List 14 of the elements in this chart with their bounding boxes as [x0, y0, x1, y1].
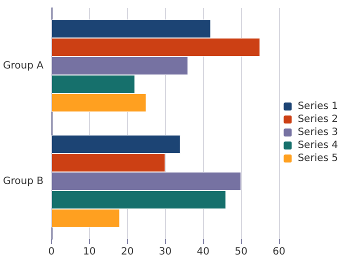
- x-tick-label: 30: [158, 246, 172, 258]
- x-tick-label: 10: [83, 246, 96, 258]
- legend-label: Series 4: [298, 140, 338, 151]
- y-tick-label: Group A: [3, 60, 44, 72]
- y-tick-label: Group B: [3, 176, 44, 187]
- x-tick-label: 20: [120, 246, 134, 258]
- legend-label: Series 3: [298, 127, 338, 138]
- legend-label: Series 5: [298, 153, 338, 164]
- legend-label: Series 1: [298, 101, 338, 112]
- x-tick-label: 40: [196, 246, 210, 258]
- x-tick-label: 0: [48, 246, 55, 258]
- x-tick-label: 50: [234, 246, 248, 258]
- x-tick-label: 60: [272, 246, 286, 258]
- legend-label: Series 2: [298, 114, 338, 125]
